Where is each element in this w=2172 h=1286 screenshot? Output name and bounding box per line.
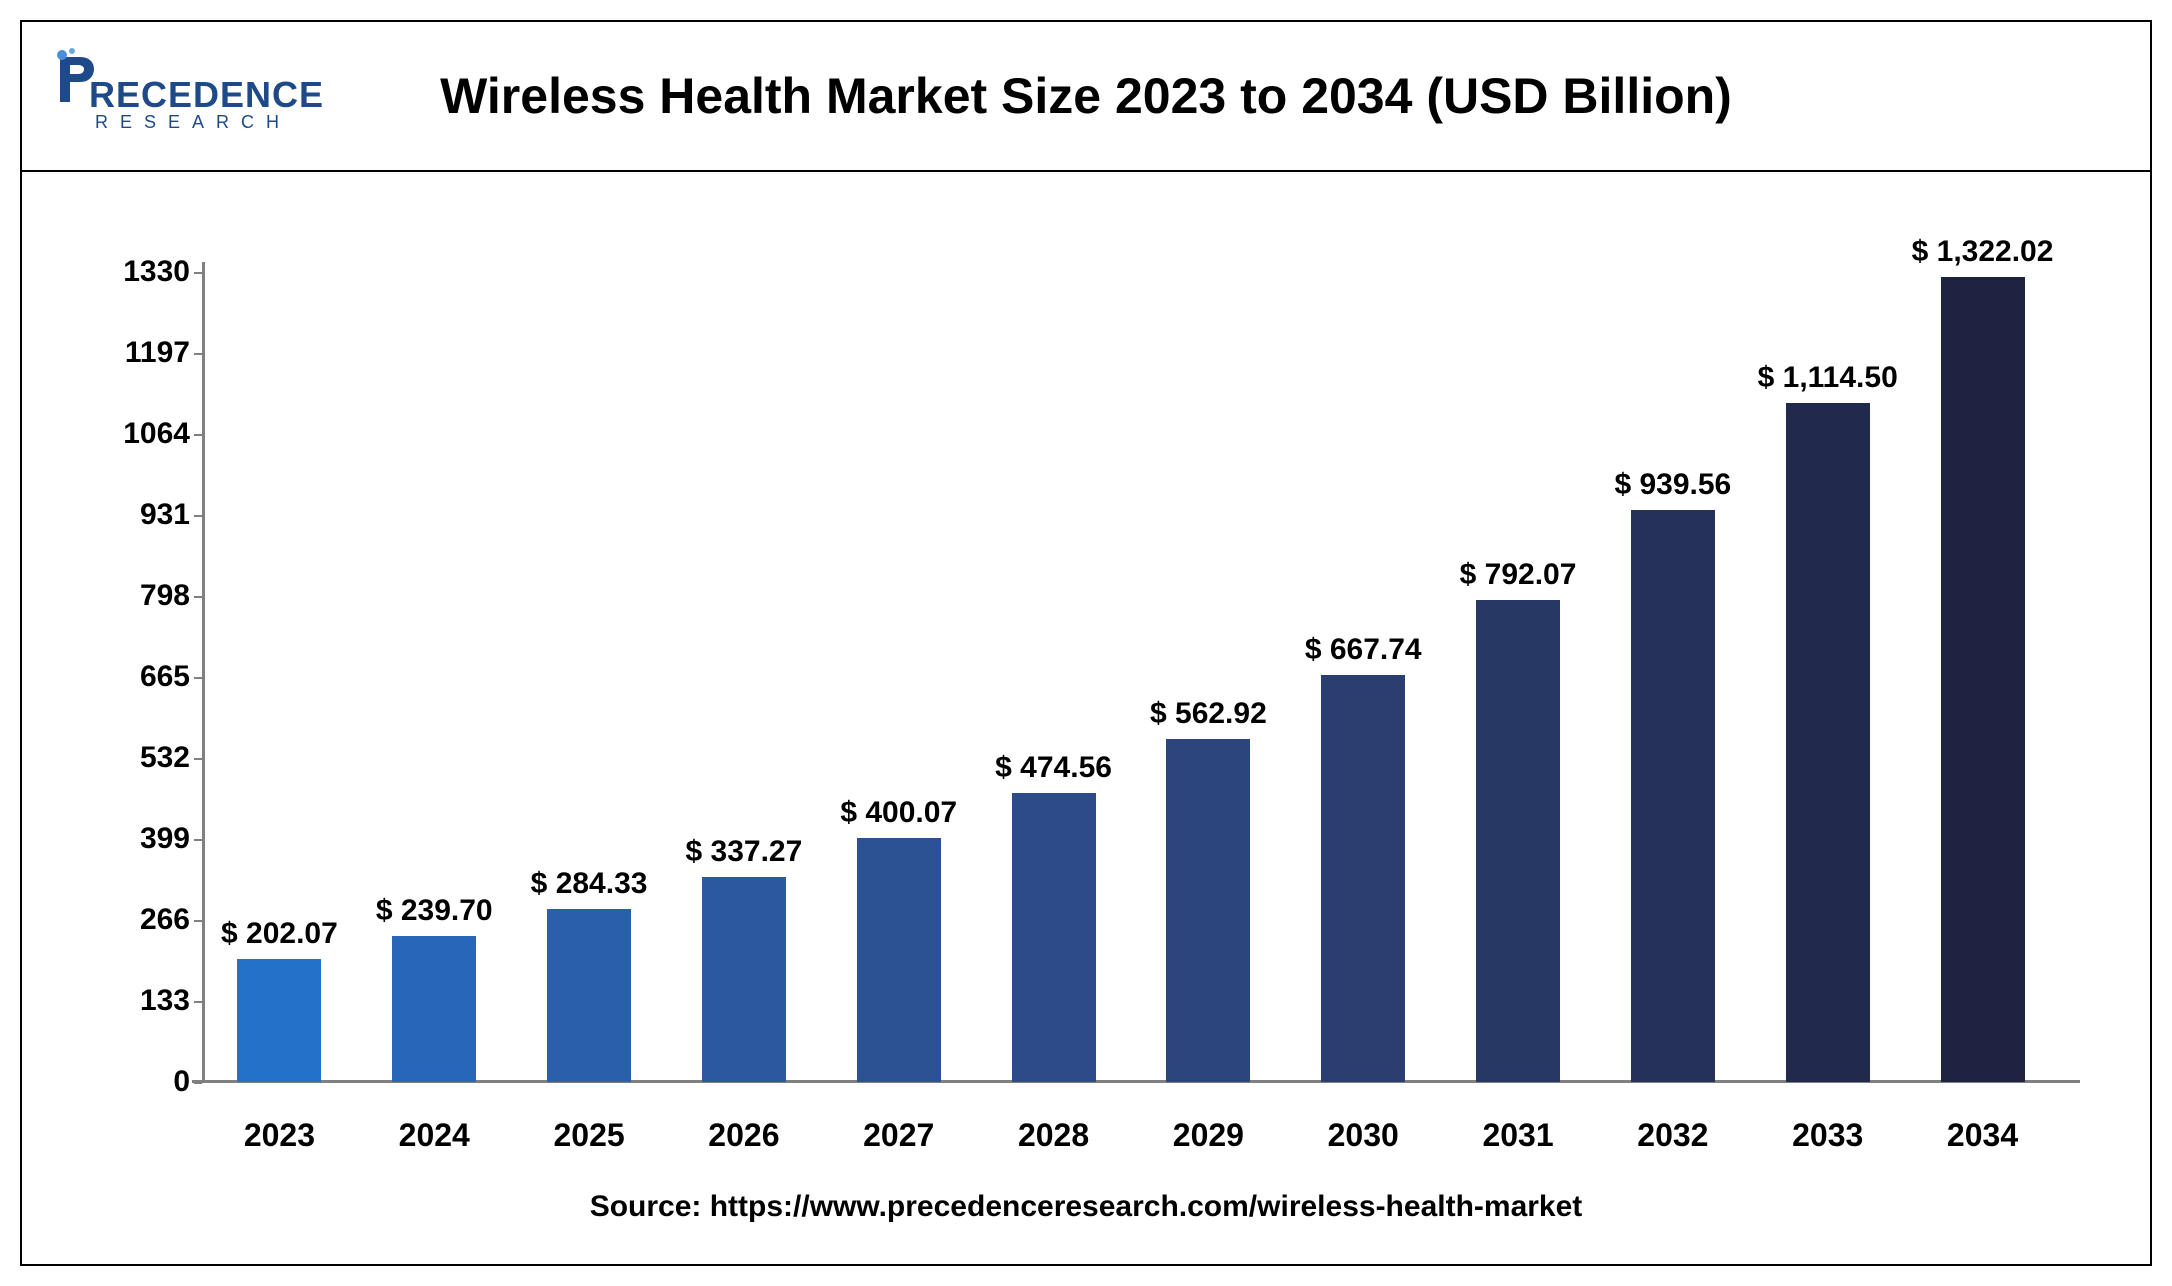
y-tick-mark <box>194 434 202 436</box>
y-tick-mark <box>194 1001 202 1003</box>
bar <box>857 838 941 1082</box>
x-axis-label: 2033 <box>1753 1117 1903 1154</box>
y-tick-label: 399 <box>110 822 190 856</box>
bar-group: $ 562.92 <box>1133 739 1283 1082</box>
source-text: Source: https://www.precedenceresearch.c… <box>22 1190 2150 1224</box>
y-tick-mark <box>194 758 202 760</box>
y-tick-label: 1330 <box>110 255 190 289</box>
y-tick-label: 133 <box>110 984 190 1018</box>
bar <box>1476 600 1560 1082</box>
bar-group: $ 1,114.50 <box>1753 403 1903 1082</box>
x-axis-label: 2034 <box>1908 1117 2058 1154</box>
x-axis-label: 2029 <box>1133 1117 1283 1154</box>
y-tick-label: 931 <box>110 498 190 532</box>
y-tick-label: 1064 <box>110 417 190 451</box>
bar <box>1631 510 1715 1082</box>
y-tick-mark <box>194 920 202 922</box>
y-tick-mark <box>194 353 202 355</box>
x-axis-label: 2027 <box>824 1117 974 1154</box>
logo-sub-text: RESEARCH <box>95 112 324 133</box>
x-axis-label: 2031 <box>1443 1117 1593 1154</box>
bar <box>1786 403 1870 1082</box>
y-tick-mark <box>194 839 202 841</box>
y-tick-label: 665 <box>110 660 190 694</box>
x-axis-label: 2028 <box>979 1117 1129 1154</box>
bar-value-label: $ 667.74 <box>1305 633 1422 667</box>
plot-area: $ 202.07$ 239.70$ 284.33$ 337.27$ 400.07… <box>202 272 2060 1082</box>
logo: RECEDENCE RESEARCH <box>52 47 324 133</box>
bar-group: $ 239.70 <box>359 936 509 1082</box>
bar <box>1012 793 1096 1082</box>
x-axis-labels: 2023202420252026202720282029203020312032… <box>202 1117 2060 1154</box>
bar-value-label: $ 202.07 <box>221 917 338 951</box>
bar-group: $ 337.27 <box>669 877 819 1082</box>
chart-title: Wireless Health Market Size 2023 to 2034… <box>22 67 2150 125</box>
x-axis-label: 2024 <box>359 1117 509 1154</box>
bar <box>702 877 786 1082</box>
x-axis-label: 2025 <box>514 1117 664 1154</box>
bar <box>1941 277 2025 1082</box>
bar <box>237 959 321 1082</box>
bar-group: $ 474.56 <box>979 793 1129 1082</box>
y-axis: 0133266399532665798931106411971330 <box>122 272 202 1082</box>
bar <box>1166 739 1250 1082</box>
y-tick-label: 0 <box>110 1065 190 1099</box>
header-row: RECEDENCE RESEARCH Wireless Health Marke… <box>22 22 2150 172</box>
bar-value-label: $ 284.33 <box>531 867 648 901</box>
bar-group: $ 667.74 <box>1288 675 1438 1082</box>
logo-text: RECEDENCE RESEARCH <box>89 74 324 133</box>
bar-value-label: $ 1,114.50 <box>1758 361 1898 395</box>
bar-value-label: $ 474.56 <box>995 751 1112 785</box>
bar-group: $ 939.56 <box>1598 510 1748 1082</box>
y-tick-label: 266 <box>110 903 190 937</box>
bar-group: $ 792.07 <box>1443 600 1593 1082</box>
x-axis-label: 2026 <box>669 1117 819 1154</box>
y-tick-mark <box>194 515 202 517</box>
y-tick-label: 798 <box>110 579 190 613</box>
y-tick-label: 1197 <box>110 336 190 370</box>
bar-group: $ 400.07 <box>824 838 974 1082</box>
bar <box>392 936 476 1082</box>
bar-value-label: $ 939.56 <box>1614 468 1731 502</box>
bar <box>547 909 631 1082</box>
bar <box>1321 675 1405 1082</box>
bar-value-label: $ 239.70 <box>376 894 493 928</box>
bar-value-label: $ 337.27 <box>686 835 803 869</box>
x-axis-label: 2030 <box>1288 1117 1438 1154</box>
bar-value-label: $ 562.92 <box>1150 697 1267 731</box>
bar-group: $ 284.33 <box>514 909 664 1082</box>
bar-value-label: $ 792.07 <box>1460 558 1577 592</box>
bar-group: $ 202.07 <box>204 959 354 1082</box>
y-tick-mark <box>194 677 202 679</box>
bar-value-label: $ 400.07 <box>840 796 957 830</box>
bars-row: $ 202.07$ 239.70$ 284.33$ 337.27$ 400.07… <box>202 272 2060 1082</box>
chart-container: RECEDENCE RESEARCH Wireless Health Marke… <box>20 20 2152 1266</box>
y-tick-label: 532 <box>110 741 190 775</box>
x-axis-label: 2023 <box>204 1117 354 1154</box>
logo-main-text: RECEDENCE <box>89 74 324 116</box>
y-tick-mark <box>194 272 202 274</box>
x-axis-label: 2032 <box>1598 1117 1748 1154</box>
bar-group: $ 1,322.02 <box>1908 277 2058 1082</box>
y-tick-mark <box>194 596 202 598</box>
bar-value-label: $ 1,322.02 <box>1912 235 2054 269</box>
